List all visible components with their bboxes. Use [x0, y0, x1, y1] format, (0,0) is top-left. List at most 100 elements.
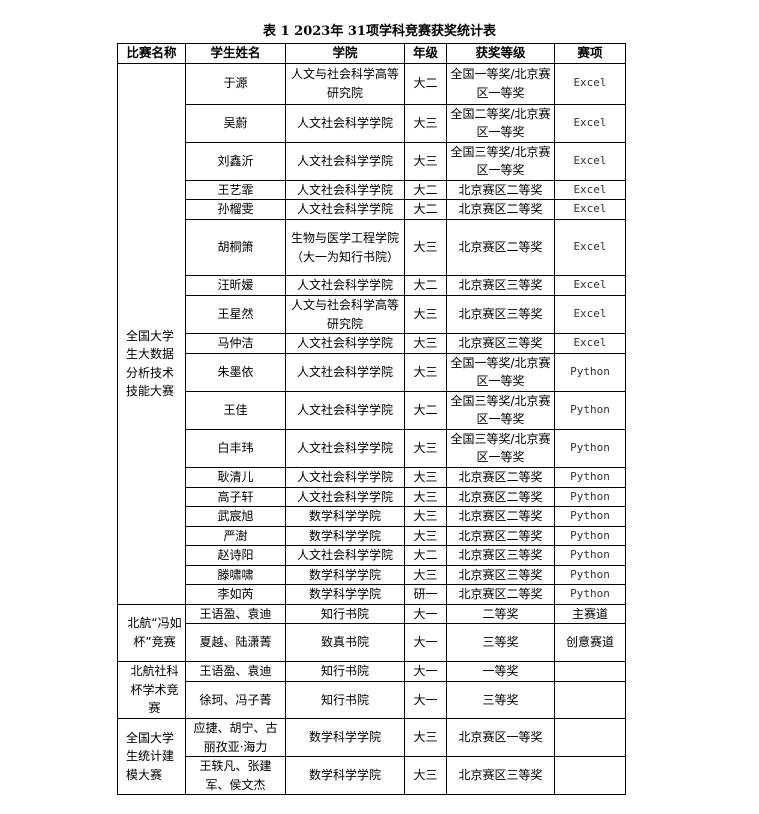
- college-cell: 人文社会科学学院: [285, 141, 405, 181]
- college-cell: 人文与社会科学高等研究院: [285, 295, 405, 334]
- header-event: 赛项: [554, 43, 626, 64]
- college-cell: 数学科学学院: [285, 525, 405, 546]
- grade-cell: 大三: [404, 352, 447, 392]
- student-name-cell: 王星然: [185, 295, 286, 334]
- college-cell: 人文社会科学学院: [285, 352, 405, 392]
- table-row: 刘鑫沂 人文社会科学学院 大三 全国三等奖/北京赛区一等奖 Excel: [118, 141, 626, 181]
- student-name-cell: 王语盈、袁迪: [185, 661, 286, 682]
- event-cell: Excel: [554, 295, 626, 334]
- award-cell: 北京赛区三等奖: [446, 295, 555, 334]
- award-cell: 北京赛区二等奖: [446, 525, 555, 546]
- student-name-cell: 胡桐箫: [185, 219, 286, 276]
- table-row: 全国大学生大数据分析技术技能大赛 于源 人文与社会科学高等研究院 大二 全国一等奖/北京…: [117, 62, 626, 605]
- award-cell: 三等奖: [446, 623, 555, 662]
- student-name-cell: 滕啸啸: [185, 564, 286, 585]
- event-cell: Excel: [554, 333, 626, 354]
- competition-cell: 全国大学生统计建模大赛: [117, 718, 186, 795]
- event-cell: Python: [554, 428, 626, 468]
- college-cell: 知行书院: [285, 681, 405, 719]
- college-cell: 人文社会科学学院: [285, 466, 405, 488]
- grade-cell: 大三: [404, 756, 447, 795]
- college-cell: 人文社会科学学院: [285, 428, 405, 468]
- student-name-cell: 赵诗阳: [185, 545, 286, 566]
- college-cell: 人文社会科学学院: [285, 545, 405, 566]
- event-cell: Python: [554, 466, 626, 488]
- award-cell: 北京赛区二等奖: [446, 179, 555, 200]
- award-cell: 北京赛区三等奖: [446, 564, 555, 585]
- event-cell: Python: [554, 564, 626, 585]
- table-row: 胡桐箫 生物与医学工程学院（大一为知行书院） 大三 北京赛区二等奖 Excel: [118, 219, 626, 276]
- award-cell: 三等奖: [446, 681, 555, 719]
- grade-cell: 大二: [404, 179, 447, 200]
- grade-cell: 大一: [404, 681, 447, 719]
- event-cell: Python: [554, 390, 626, 430]
- award-cell: 全国一等奖/北京赛区一等奖: [446, 352, 555, 392]
- table-row: 北航社科杯学术竞赛 王语盈、袁迪 知行书院 大一 一等奖: [117, 661, 626, 719]
- table-row: 严澍 数学科学学院 大三 北京赛区二等奖 Python: [118, 525, 626, 546]
- competition-cell: 全国大学生大数据分析技术技能大赛: [117, 62, 186, 605]
- college-cell: 人文与社会科学高等研究院: [285, 62, 405, 105]
- grade-cell: 大二: [404, 199, 447, 220]
- grade-cell: 大一: [404, 623, 447, 662]
- award-cell: 全国三等奖/北京赛区一等奖: [446, 141, 555, 181]
- award-cell: 北京赛区二等奖: [446, 466, 555, 488]
- header-competition: 比赛名称: [117, 43, 186, 64]
- event-cell: Python: [554, 486, 626, 507]
- college-cell: 人文社会科学学院: [285, 275, 405, 296]
- award-cell: 北京赛区三等奖: [446, 275, 555, 296]
- award-cell: 北京赛区三等奖: [446, 756, 555, 795]
- award-cell: 全国三等奖/北京赛区一等奖: [446, 428, 555, 468]
- event-cell: Python: [554, 506, 626, 527]
- competition-cell: 北航社科杯学术竞赛: [117, 661, 186, 719]
- table-row: 马仲洁 人文社会科学学院 大三 北京赛区三等奖 Excel: [118, 333, 626, 354]
- college-cell: 数学科学学院: [285, 756, 405, 795]
- table-row: 汪昕媛 人文社会科学学院 大二 北京赛区三等奖 Excel: [118, 275, 626, 296]
- award-cell: 一等奖: [446, 661, 555, 682]
- grade-cell: 大三: [404, 141, 447, 181]
- competition-cell: 北航“冯如杯”竞赛: [117, 603, 186, 662]
- grade-cell: 大三: [404, 295, 447, 334]
- grade-cell: 大三: [404, 506, 447, 527]
- award-cell: 北京赛区二等奖: [446, 506, 555, 527]
- student-name-cell: 王语盈、袁迪: [185, 603, 286, 624]
- grade-cell: 大三: [404, 486, 447, 507]
- college-cell: 数学科学学院: [285, 718, 405, 757]
- table-row: 徐珂、冯子菁 知行书院 大一 三等奖: [118, 681, 626, 719]
- college-cell: 知行书院: [285, 661, 405, 682]
- header-grade: 年级: [404, 43, 447, 64]
- student-name-cell: 吴蔚: [185, 103, 286, 143]
- college-cell: 数学科学学院: [285, 564, 405, 585]
- table-row: 吴蔚 人文社会科学学院 大三 全国二等奖/北京赛区一等奖 Excel: [118, 103, 626, 143]
- table-row: 北航“冯如杯”竞赛 王语盈、袁迪 知行书院 大一 二等奖 主赛道: [117, 603, 626, 662]
- grade-cell: 大三: [404, 564, 447, 585]
- header-college: 学院: [285, 43, 405, 64]
- student-name-cell: 高子轩: [185, 486, 286, 507]
- event-cell: 创意赛道: [554, 623, 626, 662]
- table-row: 耿清儿 人文社会科学学院 大三 北京赛区二等奖 Python: [118, 466, 626, 488]
- event-cell: Excel: [554, 219, 626, 276]
- table-row: 高子轩 人文社会科学学院 大三 北京赛区二等奖 Python: [118, 486, 626, 507]
- award-cell: 北京赛区二等奖: [446, 486, 555, 507]
- grade-cell: 大三: [404, 219, 447, 276]
- award-cell: 北京赛区一等奖: [446, 718, 555, 757]
- student-name-cell: 白丰玮: [185, 428, 286, 468]
- event-cell: 主赛道: [554, 603, 626, 624]
- grade-cell: 大三: [404, 525, 447, 546]
- college-cell: 数学科学学院: [285, 584, 405, 605]
- student-name-cell: 王轶凡、张建军、侯文杰: [185, 756, 286, 795]
- table-row: 王轶凡、张建军、侯文杰 数学科学学院 大三 北京赛区三等奖: [118, 756, 626, 795]
- table-title: 表 1 2023年 31项学科竞赛获奖统计表: [263, 24, 496, 39]
- college-cell: 人文社会科学学院: [285, 103, 405, 143]
- college-cell: 数学科学学院: [285, 506, 405, 527]
- award-cell: 全国三等奖/北京赛区一等奖: [446, 390, 555, 430]
- grade-cell: 大三: [404, 103, 447, 143]
- student-name-cell: 严澍: [185, 525, 286, 546]
- table-row: 赵诗阳 人文社会科学学院 大二 北京赛区三等奖 Python: [118, 545, 626, 566]
- event-cell: Python: [554, 525, 626, 546]
- header-row: 比赛名称 学生姓名 学院 年级 获奖等级 赛项: [117, 43, 626, 64]
- table-row: 王佳 人文社会科学学院 大二 全国三等奖/北京赛区一等奖 Python: [118, 390, 626, 430]
- grade-cell: 大二: [404, 62, 447, 105]
- award-cell: 北京赛区三等奖: [446, 333, 555, 354]
- student-name-cell: 朱墨依: [185, 352, 286, 392]
- table-row: 武宸旭 数学科学学院 大三 北京赛区二等奖 Python: [118, 506, 626, 527]
